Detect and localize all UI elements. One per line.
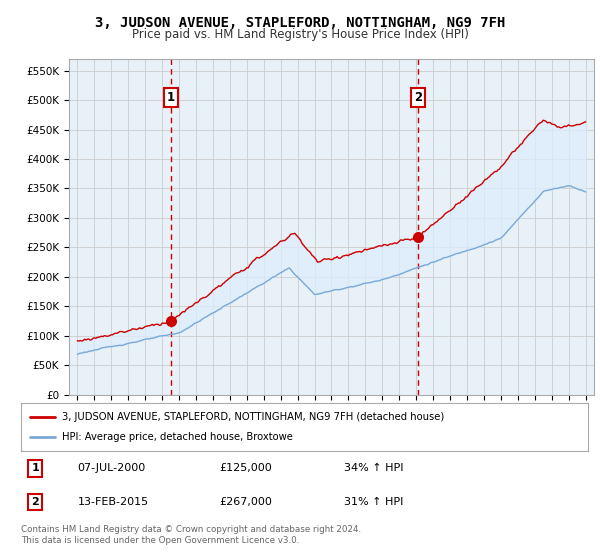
Text: 2: 2 [414,91,422,104]
Text: 2: 2 [31,497,39,507]
Text: Contains HM Land Registry data © Crown copyright and database right 2024.
This d: Contains HM Land Registry data © Crown c… [21,525,361,545]
Text: Price paid vs. HM Land Registry's House Price Index (HPI): Price paid vs. HM Land Registry's House … [131,28,469,41]
Text: HPI: Average price, detached house, Broxtowe: HPI: Average price, detached house, Brox… [62,432,293,442]
Text: 3, JUDSON AVENUE, STAPLEFORD, NOTTINGHAM, NG9 7FH: 3, JUDSON AVENUE, STAPLEFORD, NOTTINGHAM… [95,16,505,30]
Text: £125,000: £125,000 [220,463,272,473]
Text: 1: 1 [31,463,39,473]
Text: 07-JUL-2000: 07-JUL-2000 [78,463,146,473]
Text: 34% ↑ HPI: 34% ↑ HPI [344,463,404,473]
Text: 1: 1 [167,91,175,104]
Text: £267,000: £267,000 [220,497,272,507]
Text: 13-FEB-2015: 13-FEB-2015 [78,497,149,507]
Text: 31% ↑ HPI: 31% ↑ HPI [344,497,404,507]
Text: 3, JUDSON AVENUE, STAPLEFORD, NOTTINGHAM, NG9 7FH (detached house): 3, JUDSON AVENUE, STAPLEFORD, NOTTINGHAM… [62,412,444,422]
